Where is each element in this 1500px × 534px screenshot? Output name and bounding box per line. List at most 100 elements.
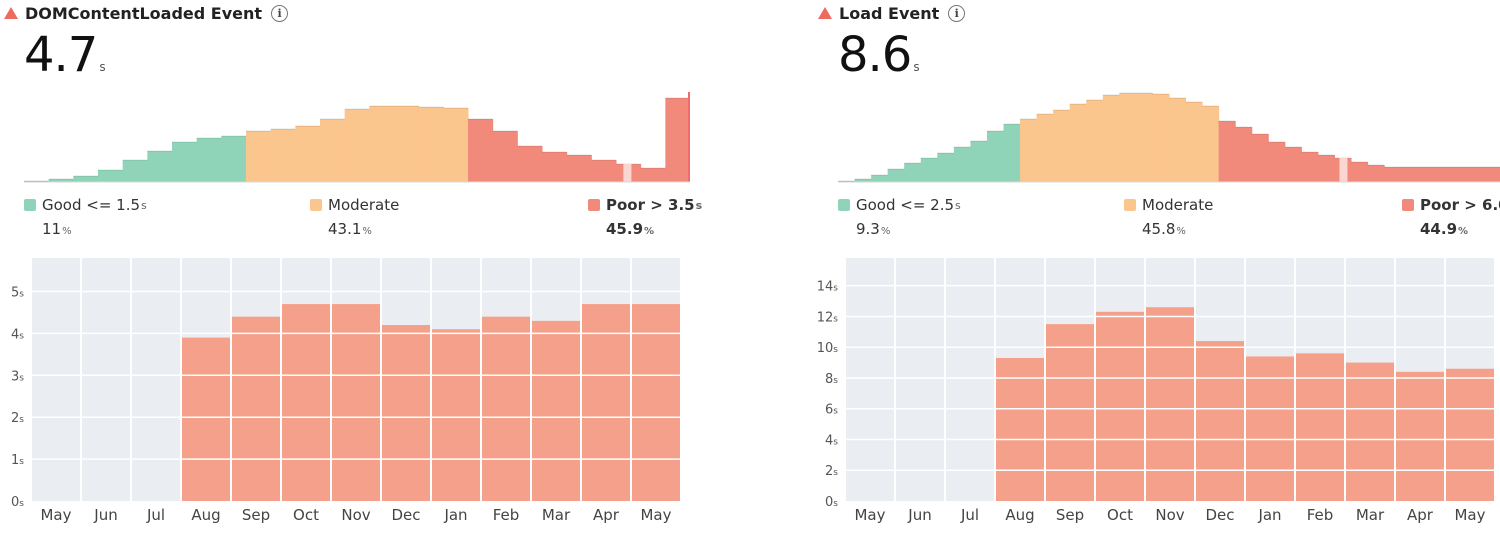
bar[interactable] [1246,356,1294,501]
bar[interactable] [282,304,330,501]
x-tick-label: May [40,506,71,524]
legend-poor-unit: s [695,198,703,212]
month-column [846,258,894,501]
histogram-bar-good [970,141,988,182]
histogram-bar-poor [1466,167,1484,182]
histogram-bar-moderate [320,119,346,182]
x-tick-label: Oct [1107,506,1133,524]
bar[interactable] [382,325,430,501]
histogram-bar-good [221,136,247,182]
legend-good-pct-unit: % [62,226,72,237]
histogram-bar-good [904,163,922,182]
histogram-bar-good [887,169,905,182]
bar[interactable] [432,329,480,501]
x-tick-label: Jun [93,506,117,524]
month-column [82,258,130,501]
histogram-bar-moderate [1202,106,1220,182]
bar[interactable] [1096,311,1144,501]
y-tick-unit: s [19,373,24,383]
legend-poor: Poor > 6.0s 44.9% [1402,196,1500,238]
bar[interactable] [1446,368,1494,501]
histogram-bar-moderate [295,126,321,182]
histogram-bar-poor [591,160,617,182]
x-tick-label: Dec [391,506,420,524]
legend-good-pct: 9.3 [856,220,880,238]
month-column [32,258,80,501]
bar[interactable] [996,357,1044,501]
info-icon[interactable]: i [271,4,289,22]
bar[interactable] [1296,353,1344,501]
bar[interactable] [232,316,280,501]
histogram-bar-poor [566,155,592,182]
histogram-bar-good [953,147,971,182]
histogram-bar-moderate [344,109,370,182]
histogram-bar-good [871,175,889,182]
legend-good-pct-unit: % [880,226,891,237]
x-tick-label: May [640,506,671,524]
poor-swatch [588,199,600,211]
bar[interactable] [532,320,580,501]
x-tick-label: May [854,506,885,524]
bar[interactable] [332,304,380,501]
histogram-bar-poor [542,152,568,182]
median-marker [623,164,632,182]
y-tick-unit: s [19,499,24,509]
bar[interactable] [582,304,630,501]
legend-good: Good <= 1.5 s 11% [24,196,147,238]
legend-good-label: Good <= 2.5 [856,196,955,214]
y-tick-unit: s [19,290,24,300]
bar[interactable] [482,316,530,501]
legend-good-unit: s [955,198,961,212]
bar[interactable] [1046,324,1094,501]
histogram-bar-moderate [1020,119,1038,182]
histogram-bar-moderate [1135,93,1153,182]
y-tick-label: 14s [817,280,839,295]
info-icon[interactable]: i [948,4,966,22]
distribution-histogram [24,92,690,183]
histogram-bar-poor [1351,162,1369,182]
x-tick-label: Jan [1257,506,1281,524]
histogram-bar-poor [1268,142,1286,182]
poor-swatch [1402,199,1414,211]
legend-moderate-pct-unit: % [362,226,372,237]
histogram-bar-moderate [270,129,296,182]
bar[interactable] [1146,307,1194,501]
legend-poor-pct: 45.9 [606,220,644,238]
histogram-bar-moderate [443,108,469,182]
distribution-histogram [838,92,1500,183]
bar[interactable] [1196,341,1244,501]
histogram-bar-moderate [246,131,272,182]
legend-poor-pct: 44.9 [1420,220,1458,238]
x-tick-label: Aug [191,506,220,524]
bar[interactable] [1346,362,1394,501]
legend-moderate: Moderate 43.1% [310,196,399,238]
histogram-bar-good [98,170,124,182]
bar[interactable] [632,304,680,501]
y-tick-unit: s [833,345,838,355]
x-tick-label: Mar [542,506,571,524]
legend-moderate-pct: 43.1 [328,220,362,238]
legend-moderate-label: Moderate [1142,196,1214,214]
histogram-bar-good [48,179,74,182]
histogram-bar-good [196,138,222,182]
month-column [946,258,994,501]
legend-moderate-label: Moderate [328,196,400,214]
legend-good: Good <= 2.5 s 9.3% [838,196,961,238]
histogram-bar-poor [1235,127,1253,182]
y-tick-unit: s [833,468,838,478]
x-tick-label: Apr [593,506,620,524]
legend-poor: Poor > 3.5 s 45.9% [588,196,702,238]
histogram-bar-poor [1400,167,1418,182]
distribution-legend: Good <= 1.5 s 11% Moderate 43.1% Poor > 3… [24,196,702,246]
legend-good-label: Good <= 1.5 [42,196,141,214]
histogram-tail-spike [688,92,690,182]
metric-unit: s [913,60,920,74]
histogram-bar-moderate [1069,104,1087,182]
legend-moderate-pct: 45.8 [1142,220,1176,238]
y-tick-unit: s [833,376,838,386]
legend-good-unit: s [141,198,147,212]
distribution-legend: Good <= 2.5 s 9.3% Moderate 45.8% Poor > … [838,196,1500,246]
bar[interactable] [182,337,230,501]
bar[interactable] [1396,371,1444,501]
x-tick-label: Jul [146,506,165,524]
